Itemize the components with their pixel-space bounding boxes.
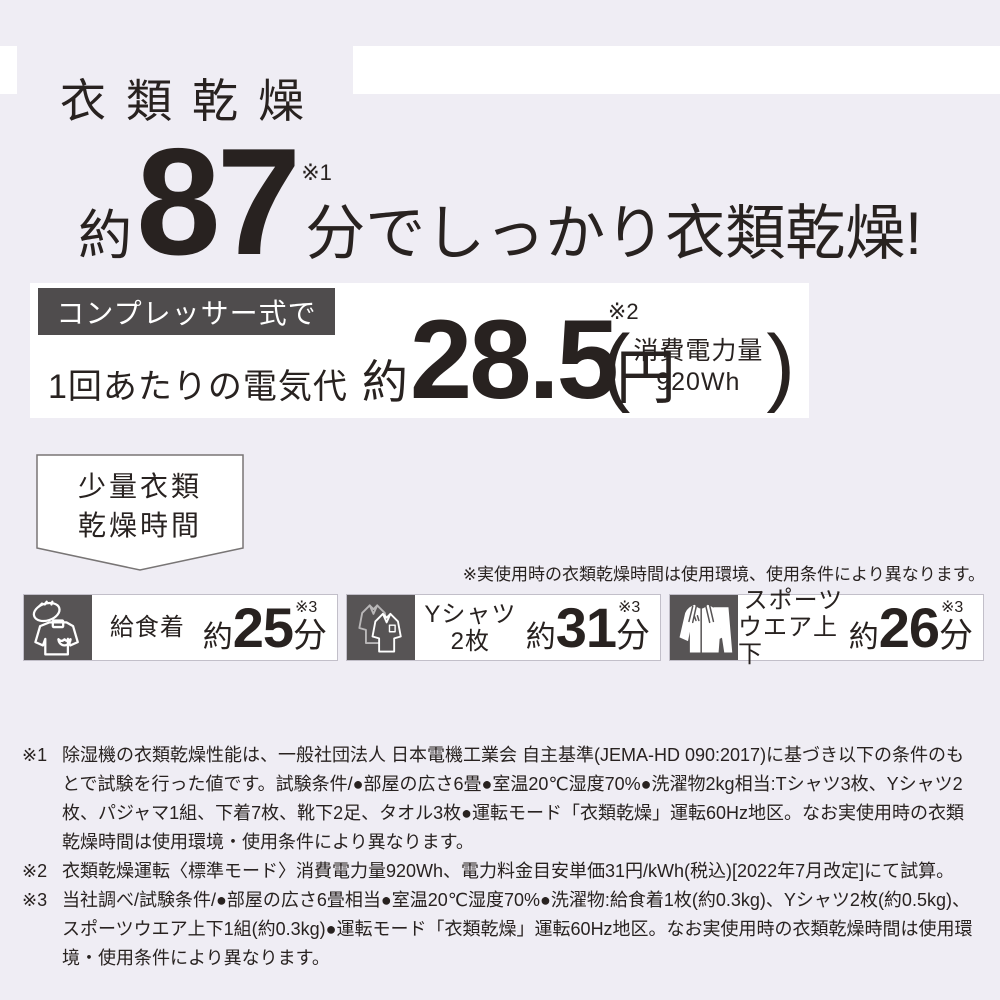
compressor-method-badge: コンプレッサー式で bbox=[38, 288, 335, 335]
footnote-marker: ※3 bbox=[22, 890, 48, 910]
card-lunch-coat: 給食着 約 25 ※3 分 bbox=[23, 594, 338, 661]
time-approx: 約 bbox=[202, 620, 233, 654]
hero-tail-text: 分でしっかり衣類乾燥! bbox=[305, 200, 922, 267]
time-footnote-ref: ※3 bbox=[941, 598, 964, 616]
card-time: 約 25 ※3 分 bbox=[202, 595, 337, 659]
card-item-line: 2枚 bbox=[450, 627, 491, 655]
card-item-label: スポーツ ウエア上下 bbox=[738, 587, 849, 668]
footnote-text: 当社調べ/試験条件/●部屋の広さ6畳相当●室温20℃湿度70%●洗濯物:給食着1… bbox=[62, 890, 973, 968]
footnote-marker: ※1 bbox=[22, 745, 48, 765]
card-item-line: Yシャツ bbox=[424, 600, 517, 628]
hero-approx: 約 bbox=[78, 206, 133, 266]
cost-amount-value: 28.5 bbox=[409, 297, 619, 422]
paren-close: ) bbox=[766, 318, 795, 414]
card-dress-shirts: Yシャツ 2枚 約 31 ※3 分 bbox=[346, 594, 661, 661]
dress-shirts-icon bbox=[347, 595, 415, 660]
power-consumption-label: 消費電力量 bbox=[633, 336, 764, 365]
cost-unit: 円 bbox=[615, 344, 676, 411]
small-load-drying-ribbon: 少量衣類 乾燥時間 bbox=[36, 454, 244, 572]
time-approx: 約 bbox=[525, 620, 556, 654]
time-unit: 分 bbox=[616, 616, 650, 655]
card-sportswear: スポーツ ウエア上下 約 26 ※3 分 bbox=[669, 587, 984, 668]
ribbon-line2: 乾燥時間 bbox=[77, 510, 202, 541]
time-unit: 分 bbox=[939, 616, 973, 655]
power-consumption-text: 消費電力量 920Wh bbox=[633, 336, 763, 398]
cost-footnote-ref: ※2 bbox=[607, 299, 639, 324]
time-footnote-ref: ※3 bbox=[618, 598, 641, 616]
time-minutes: 26 bbox=[878, 595, 940, 659]
ribbon-shape bbox=[36, 454, 244, 571]
power-consumption-note: ( 消費電力量 920Wh ) bbox=[601, 318, 795, 414]
lunch-coat-icon bbox=[24, 595, 92, 660]
card-item-line: 給食着 bbox=[109, 614, 185, 641]
footnote-3: ※3 当社調べ/試験条件/●部屋の広さ6畳相当●室温20℃湿度70%●洗濯物:給… bbox=[22, 886, 980, 973]
hero-minutes-value: 87 bbox=[136, 117, 301, 287]
header-right-band bbox=[353, 46, 1000, 94]
footnote-text: 衣類乾燥運転〈標準モード〉消費電力量920Wh、電力料金目安単価31円/kWh(… bbox=[62, 861, 955, 881]
time-minutes: 25 bbox=[232, 595, 294, 659]
footnote-2: ※2 衣類乾燥運転〈標準モード〉消費電力量920Wh、電力料金目安単価31円/k… bbox=[22, 857, 980, 886]
card-item-label: 給食着 bbox=[92, 595, 203, 660]
cost-row: 1回あたりの電気代 約28.5 ※2 円 bbox=[48, 299, 676, 416]
time-approx: 約 bbox=[848, 620, 879, 654]
ribbon-line1: 少量衣類 bbox=[77, 471, 202, 502]
cost-label: 1回あたりの電気代 bbox=[48, 368, 348, 406]
paren-open: ( bbox=[601, 318, 631, 414]
footnotes: ※1 除湿機の衣類乾燥性能は、一般社団法人 日本電機工業会 自主基準(JEMA-… bbox=[22, 741, 980, 973]
cost-panel: コンプレッサー式で 1回あたりの電気代 約28.5 ※2 円 ( 消費電力量 920W… bbox=[30, 283, 809, 418]
usage-note: ※実使用時の衣類乾燥時間は使用環境、使用条件により異なります。 bbox=[462, 565, 985, 584]
footnote-text: 除湿機の衣類乾燥性能は、一般社団法人 日本電機工業会 自主基準(JEMA-HD … bbox=[62, 745, 965, 852]
footnote-marker: ※2 bbox=[22, 861, 48, 881]
cost-approx: 約 bbox=[361, 356, 408, 408]
sportswear-icon bbox=[670, 595, 738, 660]
drying-time-cards: 給食着 約 25 ※3 分 bbox=[23, 587, 984, 668]
hero-footnote-ref: ※1 bbox=[301, 160, 332, 185]
time-footnote-ref: ※3 bbox=[295, 598, 318, 616]
time-unit: 分 bbox=[293, 616, 327, 655]
card-item-label: Yシャツ 2枚 bbox=[415, 595, 526, 660]
page-title: 衣類乾燥 bbox=[60, 74, 324, 127]
ribbon-text: 少量衣類 乾燥時間 bbox=[36, 467, 244, 545]
card-item-line: スポーツ bbox=[743, 587, 844, 614]
hero-headline: 約87 ※1 分でしっかり衣類乾燥! bbox=[0, 126, 1000, 278]
power-consumption-value: 920Wh bbox=[656, 367, 741, 396]
time-minutes: 31 bbox=[555, 595, 617, 659]
footnote-1: ※1 除湿機の衣類乾燥性能は、一般社団法人 日本電機工業会 自主基準(JEMA-… bbox=[22, 741, 980, 857]
header-left-accent bbox=[0, 46, 17, 94]
card-time: 約 26 ※3 分 bbox=[848, 595, 983, 659]
card-item-line: ウエア上下 bbox=[738, 614, 838, 668]
card-time: 約 31 ※3 分 bbox=[525, 595, 660, 659]
